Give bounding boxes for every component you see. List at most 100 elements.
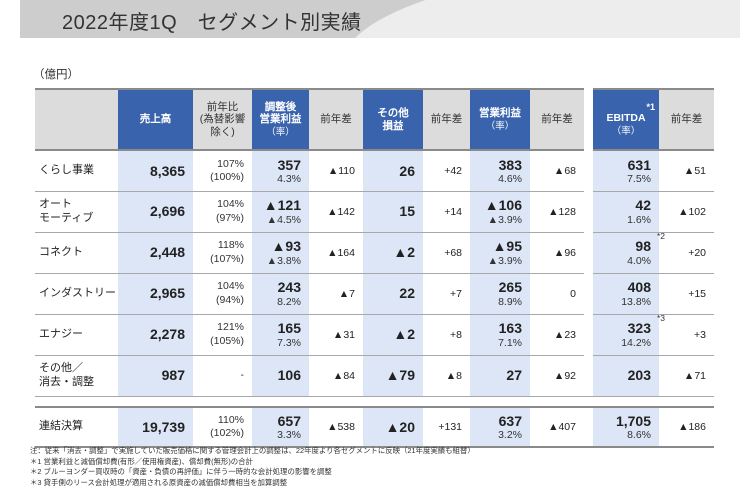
other-diff-cell: +131 [423,407,470,448]
adj-op-cell: 243 8.2% [252,273,309,315]
sales-cell: 987 [118,355,193,397]
footnote-2: ＊2 ブルーヨンダー買収時の「資産・負債の再評価」に伴う一時的な会計処理の影響を… [30,467,332,477]
table-row: その他／ 消去・調整 987 - 106 ▲84 ▲79 ▲8 27 ▲92 20… [35,355,714,397]
adj-op-cell: 165 7.3% [252,314,309,356]
table-row: くらし事業 8,365 107% (100%) 357 4.3% ▲110 26 +… [35,150,714,192]
ebitda-diff-cell: +3 [659,314,714,356]
segment-name: オート モーティブ [35,191,118,233]
ebitda-cell: 408 13.8% [593,273,659,315]
sales-ratio-cell: 118% (107%) [193,232,252,274]
header-sales-yoy-ratio: 前年比 (為替影響 除く) [193,88,252,151]
adj-op-diff-cell: ▲538 [309,407,363,448]
header-ebitda: *1 EBITDA （率） [593,88,659,151]
segment-name: エナジー [35,314,118,356]
header-adjusted-operating-profit: 調整後 営業利益 （率） [252,88,309,151]
adj-op-diff-cell: ▲110 [309,150,363,192]
segment-name: 連結決算 [35,407,118,448]
column-gap [584,89,593,150]
other-income-cell: 22 [363,273,423,315]
op-cell: 637 3.2% [470,407,530,448]
table-row: エナジー 2,278 121% (105%) 165 7.3% ▲31 ▲2 +8 … [35,314,714,356]
ebitda-cell: 203 [593,355,659,397]
op-cell: 383 4.6% [470,150,530,192]
page-title: 2022年度1Q セグメント別実績 [62,12,362,34]
adj-op-cell: ▲121 ▲4.5% [252,191,309,233]
ebitda-cell: 42 1.6% [593,191,659,233]
adj-op-diff-cell: ▲31 [309,314,363,356]
segment-name: くらし事業 [35,150,118,192]
ebitda-diff-cell: ▲186 [659,407,714,448]
table-row: インダストリー 2,965 104% (94%) 243 8.2% ▲7 22 +7… [35,273,714,315]
ebitda-diff-cell: ▲102 [659,191,714,233]
op-diff-cell: ▲128 [530,191,584,233]
header-other-income: その他 損益 [363,88,423,151]
header-adj-op-yoy-diff: 前年差 [309,88,363,151]
other-income-cell: 15 [363,191,423,233]
segment-name: その他／ 消去・調整 [35,355,118,397]
other-income-cell: ▲20 [363,407,423,448]
ebitda-cell: 1,705 8.6% [593,407,659,448]
sales-ratio-cell: 104% (97%) [193,191,252,233]
table-row: コネクト 2,448 118% (107%) ▲93 ▲3.8% ▲164 ▲2 +… [35,232,714,274]
adj-op-cell: 657 3.3% [252,407,309,448]
column-gap [584,150,593,191]
footnote-marker: *3 [656,313,665,324]
sales-ratio-cell: 104% (94%) [193,273,252,315]
op-cell: ▲106 ▲3.9% [470,191,530,233]
other-diff-cell: +8 [423,314,470,356]
adj-op-cell: 357 4.3% [252,150,309,192]
title-wave-decoration [310,0,740,38]
segment-name: インダストリー [35,273,118,315]
title-band: 2022年度1Q セグメント別実績 [20,0,740,38]
table-row: オート モーティブ 2,696 104% (97%) ▲121 ▲4.5% ▲142 … [35,191,714,233]
segment-name: コネクト [35,232,118,274]
other-diff-cell: +14 [423,191,470,233]
unit-label: （億円） [33,69,79,81]
op-diff-cell: ▲96 [530,232,584,274]
sales-cell: 2,696 [118,191,193,233]
sales-cell: 2,278 [118,314,193,356]
op-diff-cell: ▲407 [530,407,584,448]
header-other-yoy-diff: 前年差 [423,88,470,151]
segment-results-table: 売上高 前年比 (為替影響 除く) 調整後 営業利益 （率） 前年差 その他 損益 前年差… [35,88,714,448]
op-diff-cell: 0 [530,273,584,315]
header-ebitda-yoy-diff: 前年差 [659,88,714,151]
header-row: 売上高 前年比 (為替影響 除く) 調整後 営業利益 （率） 前年差 その他 損益 前年差… [35,88,714,151]
header-operating-profit: 営業利益 （率） [470,88,530,151]
op-cell: 27 [470,355,530,397]
sales-ratio-cell: 107% (100%) [193,150,252,192]
other-diff-cell: ▲8 [423,355,470,397]
adj-op-cell: 106 [252,355,309,397]
adj-op-diff-cell: ▲7 [309,273,363,315]
column-gap [584,314,593,355]
footnote-1: ＊1 営業利益と減価償却費(有形／使用権資産)、償却費(無形)の合計 [30,456,253,466]
footnote-main: 注：従来「消去・調整」で実施していた販売価格に関する管理会計上の調整は、22年度… [30,446,475,455]
sales-cell: 8,365 [118,150,193,192]
op-cell: 163 7.1% [470,314,530,356]
op-cell: ▲95 ▲3.9% [470,232,530,274]
total-row: 連結決算 19,739 110% (102%) 657 3.3% ▲538 ▲20 … [35,407,714,448]
ebitda-diff-cell: +20 [659,232,714,274]
header-op-yoy-diff: 前年差 [530,88,584,151]
ebitda-cell: 323 *3 14.2% [593,314,665,356]
adj-op-diff-cell: ▲142 [309,191,363,233]
other-income-cell: 26 [363,150,423,192]
ebitda-cell: 631 7.5% [593,150,659,192]
other-income-cell: ▲2 [363,232,423,274]
other-diff-cell: +42 [423,150,470,192]
sales-cell: 2,448 [118,232,193,274]
header-sales: 売上高 [118,88,193,151]
op-cell: 265 8.9% [470,273,530,315]
footnote-3: ＊3 貸手側のリース会計処理が適用される原資産の減価償却費相当を加算調整 [30,478,288,488]
ebitda-diff-cell: ▲71 [659,355,714,397]
sales-cell: 2,965 [118,273,193,315]
adj-op-cell: ▲93 ▲3.8% [252,232,309,274]
op-diff-cell: ▲68 [530,150,584,192]
sales-cell: 19,739 [118,407,193,448]
sales-ratio-cell: 110% (102%) [193,407,252,448]
adj-op-diff-cell: ▲84 [309,355,363,397]
sales-ratio-cell: - [193,355,252,397]
other-income-cell: ▲79 [363,355,423,397]
adj-op-diff-cell: ▲164 [309,232,363,274]
column-gap [584,355,593,397]
